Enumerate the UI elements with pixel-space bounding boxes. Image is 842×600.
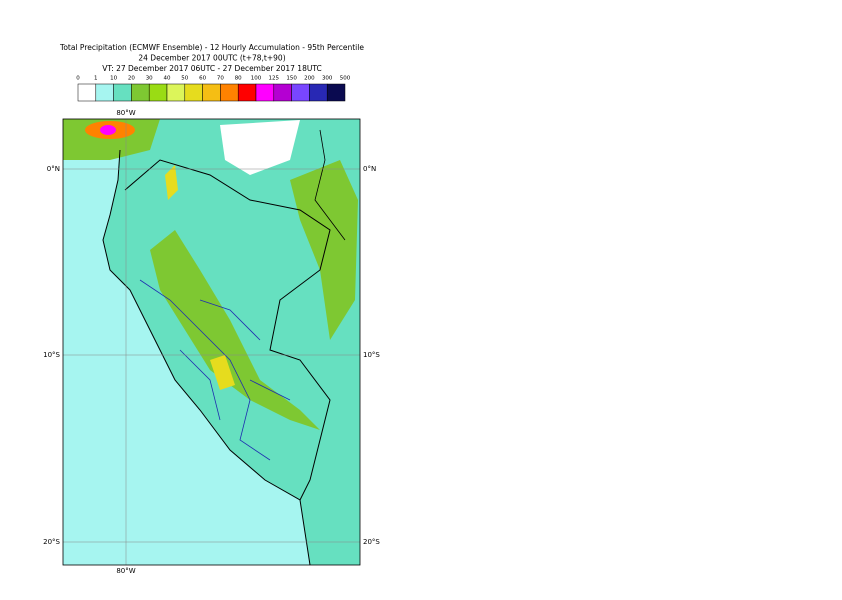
colorbar-swatch: [131, 83, 150, 102]
lon-label: 80°W: [116, 567, 135, 575]
colorbar-swatch: [255, 83, 275, 102]
colorbar-label: 60: [199, 76, 206, 82]
precip-area: [100, 125, 116, 135]
colorbar-label: 20: [128, 76, 135, 82]
colorbar-swatch: [220, 83, 239, 102]
dry-area: [220, 120, 300, 175]
precip-area: [290, 160, 358, 340]
lon-label: 80°W: [116, 109, 135, 117]
colorbar-swatch: [326, 83, 346, 102]
coastline: [102, 149, 311, 565]
lat-label: 10°S: [363, 351, 380, 359]
colorbar-label: 40: [164, 76, 171, 82]
colorbar-swatch: [148, 83, 168, 102]
lat-label: 0°N: [47, 165, 60, 173]
precip-area: [210, 355, 235, 390]
lat-label: 0°N: [363, 165, 376, 173]
title-line: 24 December 2017 00UTC (t+78,t+90): [138, 54, 285, 63]
colorbar-swatch: [184, 83, 203, 102]
lat-label: 10°S: [43, 351, 60, 359]
colorbar-label: 80: [235, 76, 242, 82]
title-line: Total Precipitation (ECMWF Ensemble) - 1…: [59, 43, 364, 52]
precip-area: [165, 165, 178, 200]
region-border: [139, 279, 291, 461]
lat-label: 20°S: [363, 538, 380, 546]
lat-label: 20°S: [43, 538, 60, 546]
colorbar-label: 10: [110, 76, 117, 82]
colorbar-label: 200: [304, 76, 315, 82]
colorbar-swatch: [202, 83, 221, 102]
border: [314, 129, 346, 241]
title-line: VT: 27 December 2017 06UTC - 27 December…: [102, 64, 321, 73]
colorbar-label: 1: [94, 76, 98, 82]
colorbar-label: 125: [269, 76, 280, 82]
colorbar-swatch: [237, 83, 257, 102]
colorbar-label: 500: [340, 76, 351, 82]
border: [124, 159, 331, 501]
colorbar-swatch: [113, 83, 132, 102]
map: [63, 119, 360, 565]
colorbar-label: 70: [217, 76, 224, 82]
colorbar-label: 300: [322, 76, 333, 82]
colorbar-label: 100: [251, 76, 262, 82]
colorbar-label: 0: [76, 76, 80, 82]
colorbar-swatch: [95, 83, 114, 102]
colorbar-swatch: [77, 83, 97, 102]
map-frame: [62, 118, 361, 566]
colorbar-swatch: [291, 83, 310, 102]
precip-area: [150, 230, 320, 430]
colorbar-swatch: [309, 83, 328, 102]
colorbar-swatch: [273, 83, 292, 102]
colorbar-label: 150: [286, 76, 297, 82]
colorbar-label: 30: [146, 76, 153, 82]
colorbar-label: 50: [181, 76, 188, 82]
colorbar-swatch: [166, 83, 186, 102]
